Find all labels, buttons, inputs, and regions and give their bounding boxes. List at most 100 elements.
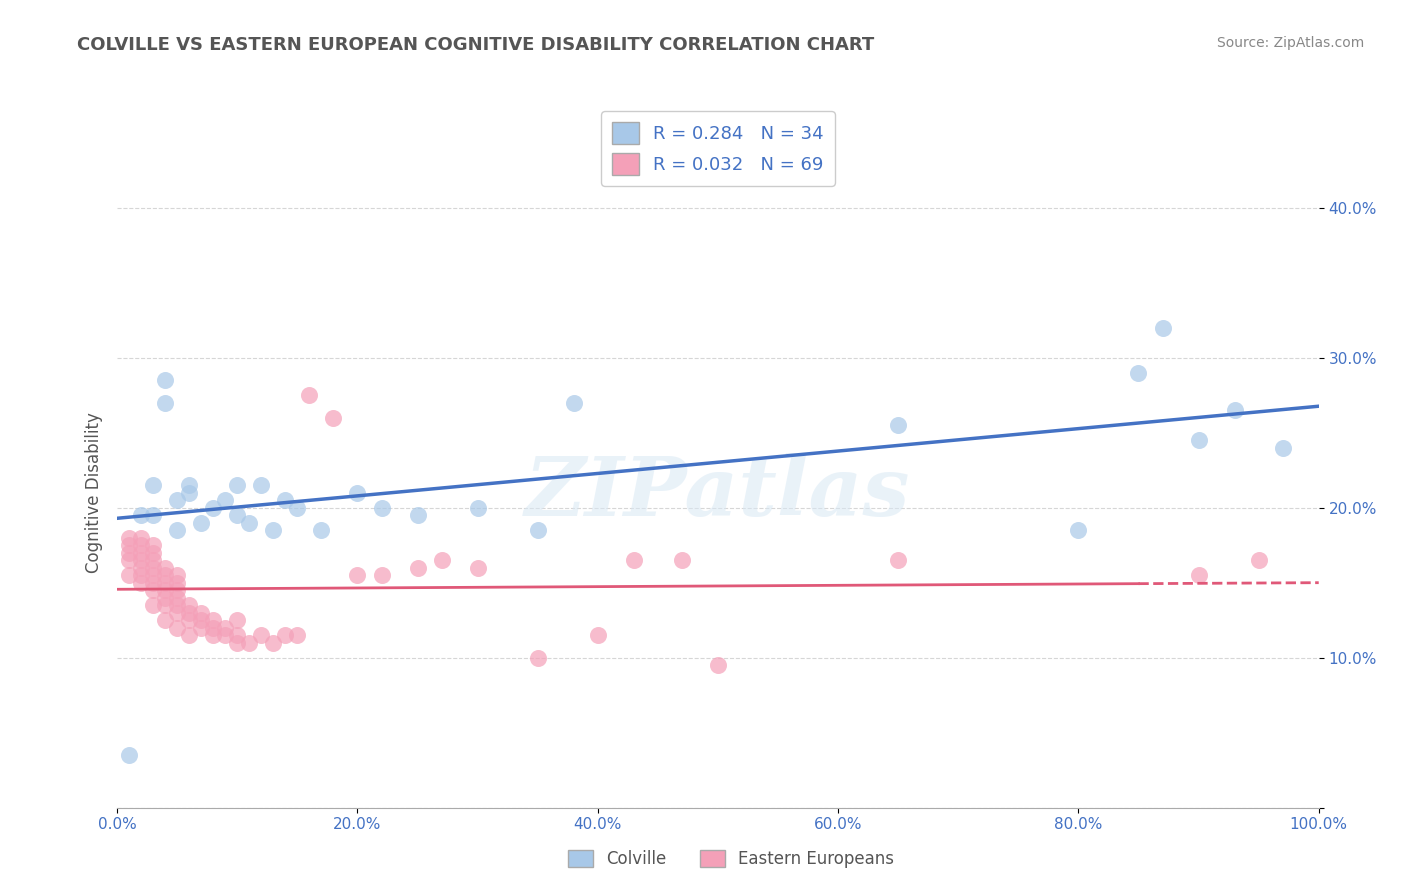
Point — [142, 508, 165, 523]
Point — [671, 553, 693, 567]
Point — [142, 538, 165, 552]
Point — [562, 395, 585, 409]
Point — [155, 575, 177, 590]
Point — [370, 500, 392, 515]
Point — [250, 628, 273, 642]
Point — [430, 553, 453, 567]
Point — [346, 485, 368, 500]
Point — [1067, 523, 1090, 537]
Point — [274, 628, 297, 642]
Point — [118, 531, 141, 545]
Point — [166, 523, 188, 537]
Point — [887, 553, 910, 567]
Point — [1187, 433, 1209, 447]
Point — [406, 508, 429, 523]
Point — [179, 485, 201, 500]
Point — [406, 560, 429, 574]
Point — [166, 583, 188, 598]
Point — [214, 493, 236, 508]
Point — [129, 568, 152, 582]
Point — [311, 523, 333, 537]
Point — [129, 546, 152, 560]
Point — [166, 493, 188, 508]
Point — [214, 621, 236, 635]
Point — [142, 560, 165, 574]
Point — [166, 591, 188, 605]
Legend: R = 0.284   N = 34, R = 0.032   N = 69: R = 0.284 N = 34, R = 0.032 N = 69 — [600, 111, 835, 186]
Point — [887, 418, 910, 433]
Point — [287, 628, 309, 642]
Point — [190, 516, 212, 530]
Point — [707, 658, 730, 673]
Point — [190, 613, 212, 627]
Point — [129, 560, 152, 574]
Point — [155, 395, 177, 409]
Point — [1128, 366, 1150, 380]
Point — [623, 553, 645, 567]
Point — [202, 613, 225, 627]
Point — [155, 560, 177, 574]
Point — [274, 493, 297, 508]
Point — [166, 568, 188, 582]
Point — [202, 500, 225, 515]
Point — [155, 613, 177, 627]
Point — [166, 598, 188, 612]
Point — [190, 621, 212, 635]
Point — [262, 635, 284, 649]
Point — [238, 635, 260, 649]
Point — [179, 598, 201, 612]
Point — [129, 538, 152, 552]
Point — [179, 613, 201, 627]
Point — [129, 553, 152, 567]
Text: ZIPatlas: ZIPatlas — [526, 452, 911, 533]
Point — [202, 621, 225, 635]
Point — [202, 628, 225, 642]
Point — [370, 568, 392, 582]
Point — [1271, 441, 1294, 455]
Point — [129, 531, 152, 545]
Point — [1247, 553, 1270, 567]
Point — [118, 546, 141, 560]
Point — [1187, 568, 1209, 582]
Point — [118, 538, 141, 552]
Point — [226, 613, 249, 627]
Point — [226, 635, 249, 649]
Point — [166, 575, 188, 590]
Text: COLVILLE VS EASTERN EUROPEAN COGNITIVE DISABILITY CORRELATION CHART: COLVILLE VS EASTERN EUROPEAN COGNITIVE D… — [77, 36, 875, 54]
Point — [166, 606, 188, 620]
Point — [298, 388, 321, 402]
Point — [226, 478, 249, 492]
Point — [155, 373, 177, 387]
Point — [155, 591, 177, 605]
Point — [142, 575, 165, 590]
Point — [129, 508, 152, 523]
Point — [250, 478, 273, 492]
Point — [238, 516, 260, 530]
Point — [166, 621, 188, 635]
Point — [526, 523, 548, 537]
Point — [226, 628, 249, 642]
Point — [142, 583, 165, 598]
Point — [1152, 320, 1174, 334]
Point — [155, 583, 177, 598]
Point — [586, 628, 609, 642]
Point — [526, 650, 548, 665]
Point — [467, 560, 489, 574]
Y-axis label: Cognitive Disability: Cognitive Disability — [86, 412, 103, 573]
Point — [226, 508, 249, 523]
Point — [142, 478, 165, 492]
Point — [142, 568, 165, 582]
Point — [142, 598, 165, 612]
Point — [346, 568, 368, 582]
Point — [467, 500, 489, 515]
Text: Source: ZipAtlas.com: Source: ZipAtlas.com — [1216, 36, 1364, 50]
Point — [214, 628, 236, 642]
Point — [179, 478, 201, 492]
Point — [118, 748, 141, 763]
Point — [155, 598, 177, 612]
Point — [142, 553, 165, 567]
Point — [322, 410, 344, 425]
Point — [142, 546, 165, 560]
Point — [1223, 403, 1246, 417]
Point — [155, 568, 177, 582]
